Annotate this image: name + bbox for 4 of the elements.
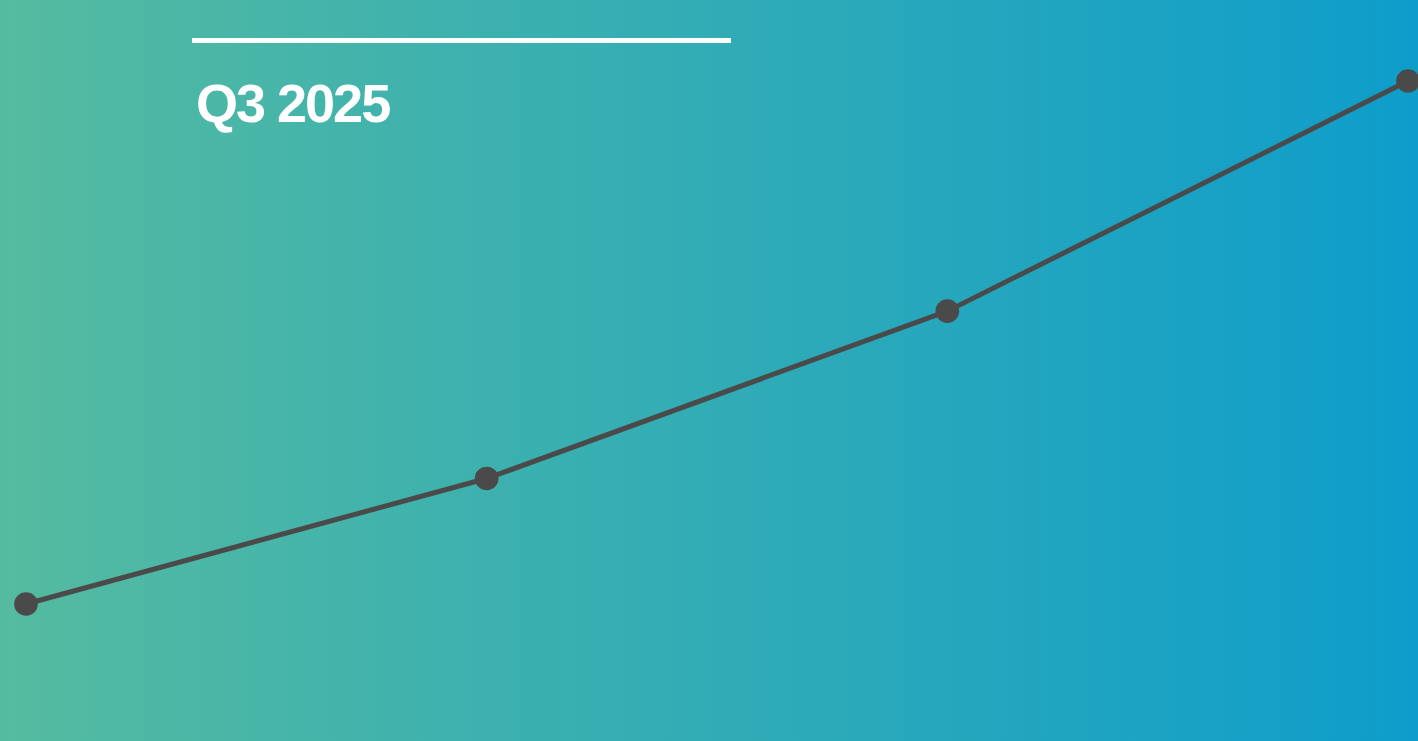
chart-title: Q3 2025	[196, 72, 390, 134]
point	[14, 592, 38, 616]
point	[935, 299, 960, 323]
point	[474, 466, 499, 491]
